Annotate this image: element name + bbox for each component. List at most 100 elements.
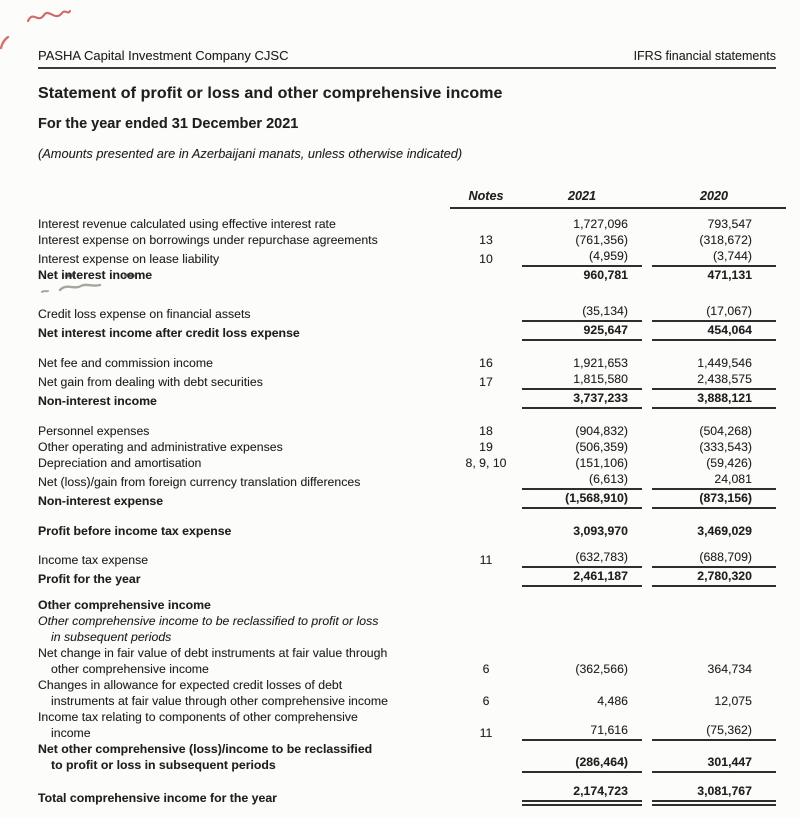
row-note: 6 [482, 694, 490, 708]
table-row: Net change in fair value of debt instrum… [38, 645, 776, 677]
row-label: Total comprehensive income for the year [38, 791, 277, 805]
amount-2020: 3,888,121 [652, 390, 776, 409]
table-row: Non-interest income 3,737,233 3,888,121 [38, 390, 776, 409]
row-note: 16 [479, 356, 493, 370]
amount-2020: (318,672) [699, 233, 752, 247]
table-row: Total comprehensive income for the year 2… [38, 783, 776, 806]
row-label: Non-interest income [38, 394, 157, 408]
amount-2021: (632,783) [522, 549, 642, 568]
amount-2021: (1,568,910) [522, 490, 642, 509]
company-name: PASHA Capital Investment Company CJSC [38, 48, 289, 63]
document-header: PASHA Capital Investment Company CJSC IF… [38, 48, 776, 69]
row-label: Net other comprehensive (loss)/income to… [38, 742, 373, 772]
row-label: Net interest income [38, 268, 153, 282]
amount-2020: 793,547 [707, 217, 752, 231]
amount-2020: 471,131 [707, 268, 752, 282]
table-row: Other operating and administrative expen… [38, 439, 776, 455]
amount-2021: 2,174,723 [522, 783, 642, 806]
header-group: Notes 2021 2020 [450, 188, 786, 209]
table-row: Income tax expense 11 (632,783) (688,709) [38, 549, 776, 568]
row-note: 17 [479, 375, 493, 389]
amount-2020: 2,780,320 [652, 568, 776, 587]
amount-2020: (504,268) [699, 424, 752, 438]
row-label: Net fee and commission income [38, 356, 213, 370]
table-row: Other comprehensive income to be reclass… [38, 613, 776, 645]
amount-2020: 24,081 [652, 471, 776, 490]
amount-2021: (362,566) [575, 662, 628, 676]
row-note: 8, 9, 10 [465, 456, 507, 470]
table-header-row: Notes 2021 2020 [38, 188, 786, 209]
row-label: Other operating and administrative expen… [38, 440, 283, 454]
row-label: Changes in allowance for expected credit… [38, 678, 388, 708]
amount-2021: 1,815,580 [522, 371, 642, 390]
red-pen-mark [0, 36, 10, 50]
ink-smudge [64, 273, 75, 278]
row-label: Other comprehensive income [38, 598, 211, 612]
amount-2021: 2,461,187 [522, 568, 642, 587]
amount-2020: (333,543) [699, 440, 752, 454]
row-label: Profit for the year [38, 572, 141, 586]
row-label: Other comprehensive income to be reclass… [38, 614, 379, 644]
row-note: 19 [479, 440, 493, 454]
amount-2021: 4,486 [597, 694, 628, 708]
row-note: 18 [479, 424, 493, 438]
report-type-label: IFRS financial statements [633, 49, 776, 63]
table-row: Profit for the year 2,461,187 2,780,320 [38, 568, 776, 587]
currency-note: (Amounts presented are in Azerbaijani ma… [38, 146, 463, 161]
row-label: Net interest income after credit loss ex… [38, 326, 300, 340]
table-row: Income tax relating to components of oth… [38, 709, 776, 741]
amount-2021: (904,832) [575, 424, 628, 438]
ink-smudge [123, 273, 136, 278]
amount-2021: 925,647 [522, 322, 642, 341]
row-note: 11 [479, 553, 493, 567]
row-label: Interest revenue calculated using effect… [38, 217, 336, 231]
amount-2021: 3,093,970 [573, 524, 628, 538]
amount-2020: 454,064 [652, 322, 776, 341]
amount-2021: (6,613) [522, 471, 642, 490]
row-note: 6 [482, 662, 490, 676]
amount-2020: 301,447 [652, 754, 776, 773]
table-row: Net other comprehensive (loss)/income to… [38, 741, 776, 773]
amount-2021: (151,106) [575, 456, 628, 470]
table-row: Personnel expenses 18 (904,832) (504,268) [38, 423, 776, 439]
row-label: Profit before income tax expense [38, 524, 232, 538]
table-row: Non-interest expense (1,568,910) (873,156) [38, 490, 776, 509]
table-row: Depreciation and amortisation 8, 9, 10 (15… [38, 455, 776, 471]
amount-2021: 1,921,653 [573, 356, 628, 370]
table-row: Net fee and commission income 16 1,921,653… [38, 355, 776, 371]
row-label: Non-interest expense [38, 494, 164, 508]
table-row: Changes in allowance for expected credit… [38, 677, 776, 709]
amount-2020: (17,067) [652, 303, 776, 322]
financial-table: Notes 2021 2020 Interest revenue calcula… [38, 188, 786, 806]
amount-2020: 3,081,767 [652, 783, 776, 806]
amount-2021: 1,727,096 [573, 217, 628, 231]
table-row: Credit loss expense on financial assets (… [38, 303, 776, 322]
table-row: Interest expense on borrowings under rep… [38, 232, 776, 248]
amount-2021: (35,134) [522, 303, 642, 322]
row-label: Net change in fair value of debt instrum… [38, 646, 388, 676]
amount-2020: 364,734 [707, 662, 752, 676]
row-label: Interest expense on borrowings under rep… [38, 233, 378, 247]
table-row: Net interest income 960,781 471,131 [38, 267, 776, 283]
amount-2021: (761,356) [575, 233, 628, 247]
row-note: 13 [479, 233, 493, 247]
amount-2020: 2,438,575 [652, 371, 776, 390]
table-row: Net (loss)/gain from foreign currency tr… [38, 471, 776, 490]
amount-2021: 960,781 [583, 268, 628, 282]
table-row: Net interest income after credit loss ex… [38, 322, 776, 341]
amount-2021: (286,464) [522, 754, 642, 773]
amount-2020: (873,156) [652, 490, 776, 509]
period-subtitle: For the year ended 31 December 2021 [38, 116, 299, 132]
amount-2020: (59,426) [706, 456, 752, 470]
table-row: Net gain from dealing with debt securiti… [38, 371, 776, 390]
table-row: Other comprehensive income [38, 597, 776, 613]
row-label: Depreciation and amortisation [38, 456, 202, 470]
row-label: Credit loss expense on financial assets [38, 307, 251, 321]
row-label: Interest expense on lease liability [38, 252, 220, 266]
row-label: Net (loss)/gain from foreign currency tr… [38, 475, 361, 489]
amount-2020: (3,744) [652, 248, 776, 267]
table-row: Profit before income tax expense 3,093,97… [38, 523, 776, 539]
table-row: Interest revenue calculated using effect… [38, 216, 776, 232]
amount-2021: (4,959) [522, 248, 642, 267]
